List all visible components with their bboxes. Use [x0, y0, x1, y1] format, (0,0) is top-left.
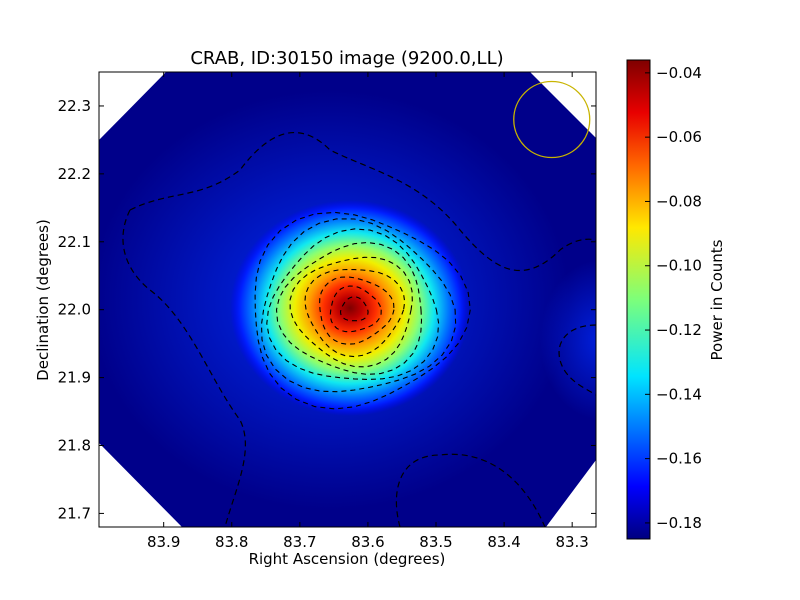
colorbar-tick-label: −0.12 [656, 321, 702, 339]
y-axis-label: Declination (degrees) [34, 219, 52, 381]
inner-contour [304, 268, 406, 358]
source-peak [230, 200, 470, 416]
colorbar-tick-label: −0.10 [656, 257, 702, 275]
outer-contour [129, 132, 596, 271]
x-axis-label: Right Ascension (degrees) [249, 550, 446, 568]
y-tick-label: 21.9 [58, 369, 91, 387]
y-tick-label: 22.0 [58, 301, 91, 319]
colorbar-tick-label: −0.16 [656, 450, 702, 468]
x-tick-label: 83.3 [555, 533, 588, 551]
x-tick-label: 83.8 [215, 533, 248, 551]
inner-contour [254, 211, 471, 410]
y-tick-label: 21.7 [58, 504, 91, 522]
heatmap-image [99, 72, 596, 527]
right-edge-glow [540, 260, 596, 420]
inner-contour [329, 285, 382, 333]
inner-contour [275, 241, 423, 375]
y-tick-label: 21.8 [58, 437, 91, 455]
x-tick-label: 83.7 [283, 533, 316, 551]
colorbar-ticks: −0.04 −0.06 −0.08 −0.10 −0.12 −0.14 −0.16 −0.18 [645, 64, 702, 532]
x-axis-ticks: 83.9 83.8 83.7 83.6 83.5 83.4 83.3 [147, 72, 589, 551]
y-axis-ticks: 21.7 21.8 21.9 22.0 22.1 22.2 22.3 [58, 97, 596, 522]
y-tick-label: 22.1 [58, 233, 91, 251]
beam-circle [513, 80, 591, 159]
inner-contour [289, 256, 413, 368]
inner-contour [319, 276, 395, 345]
y-tick-label: 22.3 [58, 97, 91, 115]
plot-frame [98, 71, 597, 528]
inner-contour [339, 296, 369, 322]
x-tick-label: 83.6 [351, 533, 384, 551]
x-tick-label: 83.4 [487, 533, 520, 551]
colorbar-tick-label: −0.04 [656, 64, 702, 82]
colorbar-tick-label: −0.06 [656, 128, 702, 146]
lower-right-contour [395, 453, 546, 527]
colorbar-tick-label: −0.14 [656, 385, 702, 403]
outer-contour-left [122, 209, 246, 527]
colorbar [626, 59, 651, 540]
y-tick-label: 22.2 [58, 165, 91, 183]
contour-lines [122, 132, 596, 527]
inner-contours [254, 211, 471, 410]
x-tick-label: 83.9 [147, 533, 180, 551]
x-tick-label: 83.5 [419, 533, 452, 551]
chart-title: CRAB, ID:30150 image (9200.0,LL) [190, 48, 503, 69]
colorbar-tick-label: −0.18 [656, 514, 702, 532]
colorbar-label: Power in Counts [708, 239, 726, 360]
colorbar-tick-label: −0.08 [656, 192, 702, 210]
